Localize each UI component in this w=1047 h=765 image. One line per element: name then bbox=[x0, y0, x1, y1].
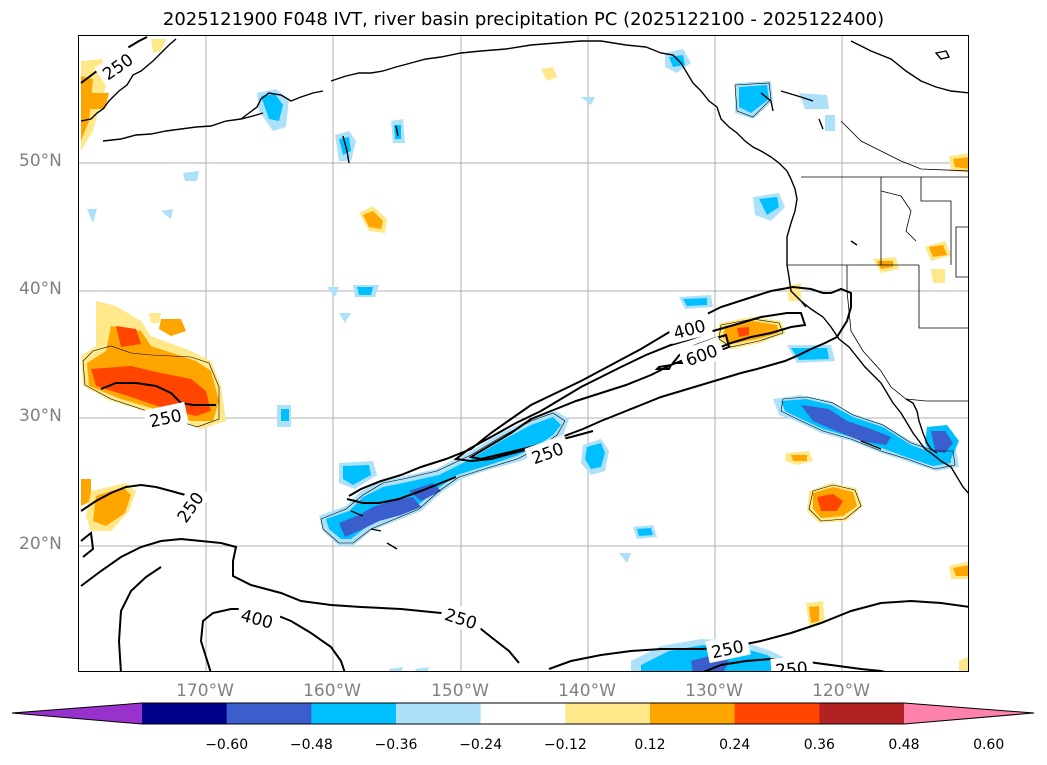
lat-label-30n: 30°N bbox=[19, 406, 62, 426]
ivt-contour-250-south bbox=[548, 599, 968, 670]
colorbar-segment bbox=[311, 703, 397, 724]
colorbar-tick-label: −0.36 bbox=[374, 737, 418, 753]
colorbar-tick-label: 0.48 bbox=[888, 737, 920, 753]
precip-positive-areas bbox=[81, 39, 968, 671]
colorbar-tick-label: −0.24 bbox=[459, 737, 503, 753]
contour-label: 250 bbox=[442, 605, 479, 634]
colorbar-tick-label: −0.12 bbox=[543, 737, 587, 753]
colorbar-segment bbox=[565, 703, 651, 724]
colorbar-tick-label: 0.12 bbox=[634, 737, 666, 753]
lon-label-130w: 130°W bbox=[685, 681, 743, 701]
colorbar-tick-label: −0.60 bbox=[205, 737, 249, 753]
colorbar-segment bbox=[226, 703, 312, 724]
colorbar-segment bbox=[142, 703, 228, 724]
lat-label-50n: 50°N bbox=[19, 151, 62, 171]
lon-label-150w: 150°W bbox=[431, 681, 489, 701]
ivt-contours bbox=[80, 36, 968, 671]
colorbar-tick-label: 0.24 bbox=[719, 737, 751, 753]
colorbar-segment bbox=[650, 703, 736, 724]
lon-label-170w: 170°W bbox=[176, 681, 234, 701]
colorbar-segment bbox=[819, 703, 905, 724]
map-panel: 250 250 250 250 400 600 250 400 250 250 bbox=[78, 35, 969, 672]
lat-label-20n: 20°N bbox=[19, 534, 62, 554]
colorbar-segment bbox=[734, 703, 820, 724]
colorbar-outline bbox=[11, 702, 1035, 725]
borders bbox=[787, 120, 968, 402]
map-canvas: 250 250 250 250 400 600 250 400 250 250 bbox=[79, 36, 968, 672]
colorbar-segments bbox=[12, 703, 1034, 724]
colorbar-segment bbox=[396, 703, 482, 724]
ivt-contour-400-southwest bbox=[80, 537, 520, 664]
contour-label: 250 bbox=[775, 659, 809, 672]
colorbar-tick-label: −0.48 bbox=[289, 737, 333, 753]
map-title: 2025121900 F048 IVT, river basin precipi… bbox=[162, 9, 885, 30]
ivt-contour-250-west-loop bbox=[100, 382, 216, 406]
coastlines bbox=[80, 38, 968, 550]
lon-label-120w: 120°W bbox=[812, 681, 870, 701]
colorbar-extend-min bbox=[12, 703, 142, 724]
colorbar-segment bbox=[480, 703, 566, 724]
colorbar-tick-label: 0.60 bbox=[973, 737, 1005, 753]
graticule bbox=[79, 36, 968, 671]
ivt-contour-250-southwest bbox=[80, 483, 190, 512]
shading-outlines bbox=[82, 82, 956, 544]
lon-label-160w: 160°W bbox=[303, 681, 361, 701]
lat-label-40n: 40°N bbox=[19, 279, 62, 299]
colorbar bbox=[11, 702, 1035, 725]
colorbar-extend-max bbox=[904, 703, 1034, 724]
colorbar-tick-label: 0.36 bbox=[803, 737, 835, 753]
lon-label-140w: 140°W bbox=[558, 681, 616, 701]
precip-negative-areas bbox=[87, 49, 959, 671]
